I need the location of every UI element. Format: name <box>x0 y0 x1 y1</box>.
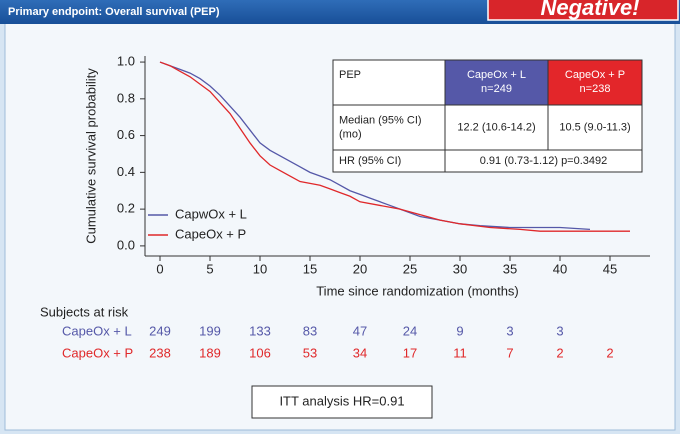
risk-value: 133 <box>249 323 271 338</box>
risk-value: 47 <box>353 323 367 338</box>
y-tick-label: 0.4 <box>117 164 135 179</box>
risk-value: 238 <box>149 345 171 360</box>
survival-curve <box>159 61 630 232</box>
y-tick-label: 0.8 <box>117 90 135 105</box>
y-tick-label: 1.0 <box>117 54 135 69</box>
x-tick-label: 5 <box>206 261 213 276</box>
x-tick-label: 0 <box>156 261 163 276</box>
table-arm-n: n=238 <box>580 83 611 95</box>
risk-value: 11 <box>453 345 467 360</box>
table-cell: 10.5 (9.0-11.3) <box>559 121 630 133</box>
x-tick-label: 35 <box>503 261 517 276</box>
x-tick-label: 10 <box>253 261 267 276</box>
table-cell: 12.2 (10.6-14.2) <box>457 121 535 133</box>
risk-value: 199 <box>199 323 221 338</box>
x-tick-label: 15 <box>303 261 317 276</box>
risk-value: 17 <box>403 345 417 360</box>
y-axis-label: Cumulative survival probability <box>83 68 98 244</box>
table-arm-name: CapeOx + P <box>565 69 625 81</box>
risk-value: 3 <box>506 323 513 338</box>
table-row-label: (mo) <box>339 128 362 140</box>
risk-value: 3 <box>556 323 563 338</box>
legend-label: CapwOx + L <box>175 206 247 221</box>
header-title: Primary endpoint: Overall survival (PEP) <box>8 6 220 18</box>
risk-value: 249 <box>149 323 171 338</box>
badge <box>487 0 679 21</box>
risk-value: 189 <box>199 345 221 360</box>
table-row-label: Median (95% CI) <box>339 114 422 126</box>
risk-row-name: CapeOx + P <box>62 345 133 360</box>
risk-value: 7 <box>506 345 513 360</box>
footer-text: ITT analysis HR=0.91 <box>279 393 404 408</box>
risk-value: 34 <box>353 345 367 360</box>
table-arm-cell <box>547 59 643 106</box>
x-tick-label: 30 <box>453 261 467 276</box>
y-tick-label: 0.6 <box>117 127 135 142</box>
risk-value: 53 <box>303 345 317 360</box>
risk-value: 83 <box>303 323 317 338</box>
x-axis-label: Time since randomization (months) <box>316 283 519 298</box>
risk-value: 2 <box>606 345 613 360</box>
y-tick-label: 0.0 <box>117 237 135 252</box>
risk-row-name: CapeOx + L <box>62 323 132 338</box>
footer-box <box>251 385 433 419</box>
risk-value: 2 <box>556 345 563 360</box>
risk-title: Subjects at risk <box>40 304 129 319</box>
table-arm-name: CapeOx + L <box>467 69 526 81</box>
table-cell: 0.91 (0.73-1.12) p=0.3492 <box>480 155 608 167</box>
risk-value: 106 <box>249 345 271 360</box>
risk-value: 9 <box>456 323 463 338</box>
x-tick-label: 45 <box>603 261 617 276</box>
x-tick-label: 25 <box>403 261 417 276</box>
risk-value: 24 <box>403 323 417 338</box>
x-tick-label: 40 <box>553 261 567 276</box>
x-tick-label: 20 <box>353 261 367 276</box>
badge-text: Negative! <box>540 0 639 20</box>
table-arm-n: n=249 <box>481 83 512 95</box>
table-row-label: HR (95% CI) <box>339 155 401 167</box>
legend-label: CapeOx + P <box>175 226 246 241</box>
table-corner: PEP <box>339 69 361 81</box>
y-tick-label: 0.2 <box>117 201 135 216</box>
